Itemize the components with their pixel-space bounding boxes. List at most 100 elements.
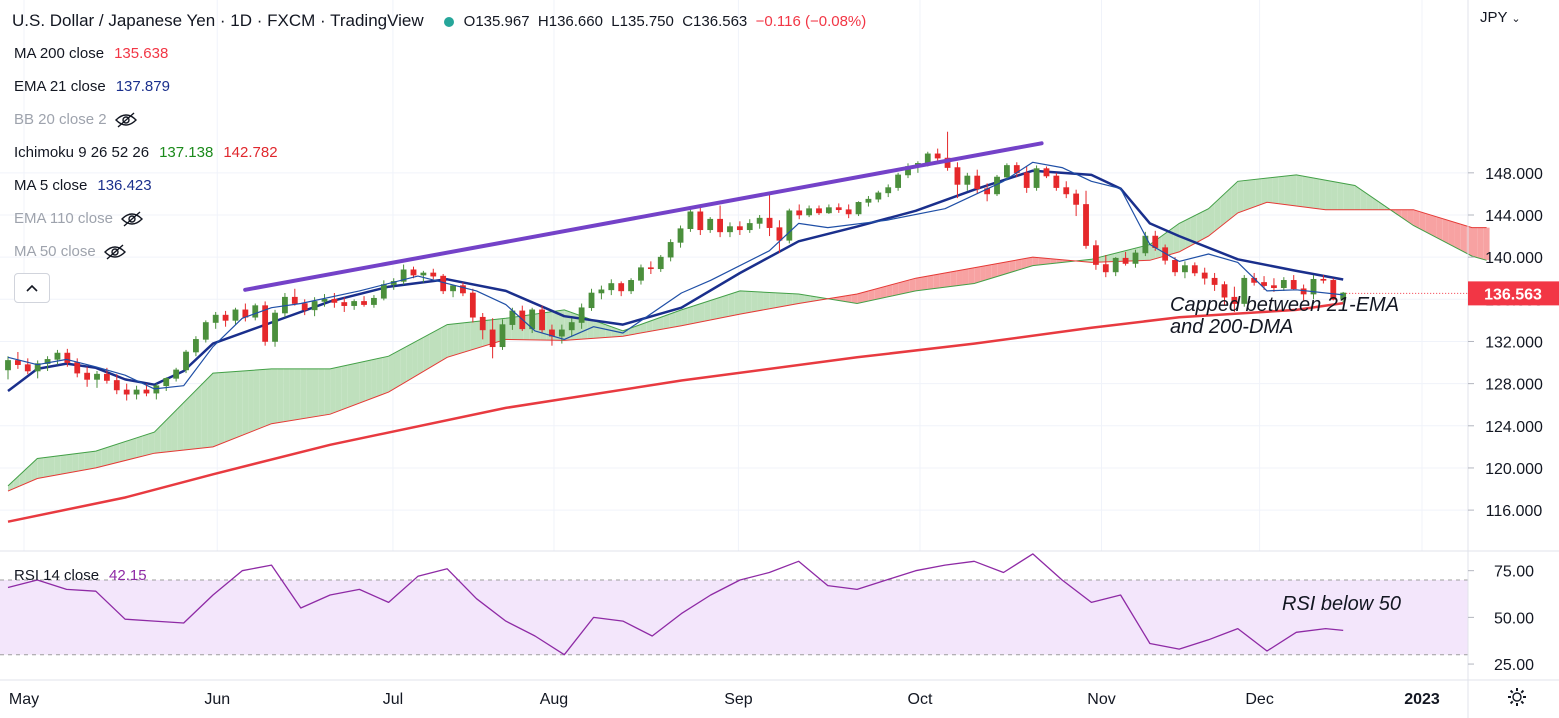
cloud-segment xyxy=(593,320,600,339)
cloud-segment xyxy=(980,265,986,282)
cloud-segment xyxy=(447,323,454,358)
cloud-segment xyxy=(740,290,746,315)
cloud-segment xyxy=(1378,201,1385,210)
cloud-segment xyxy=(224,371,231,443)
legend-value-2: 142.782 xyxy=(223,144,278,161)
candle-body xyxy=(331,299,338,303)
cloud-segment xyxy=(1278,176,1285,205)
rsi-tick-label: 75.00 xyxy=(1494,564,1534,581)
cloud-segment xyxy=(1173,223,1180,254)
cloud-segment xyxy=(775,292,781,308)
price-tick-label: 140.000 xyxy=(1485,250,1543,267)
candle-body xyxy=(697,211,704,231)
cloud-segment xyxy=(786,293,793,306)
legend-value: 137.879 xyxy=(115,78,170,95)
legend-row[interactable]: Ichimoku 9 26 52 26 137.138 142.782 xyxy=(14,144,278,161)
cloud-segment xyxy=(13,474,20,489)
candle-body xyxy=(687,211,694,229)
cloud-segment xyxy=(125,439,131,461)
legend-label: MA 200 close xyxy=(14,45,105,62)
candle-body xyxy=(1073,193,1080,205)
legend-row[interactable]: MA 5 close 136.423 xyxy=(14,177,152,194)
collapse-legend-button[interactable] xyxy=(14,273,50,303)
legend-label: Ichimoku 9 26 52 26 xyxy=(14,144,150,161)
cloud-segment xyxy=(716,296,723,319)
candle-body xyxy=(736,226,743,231)
legend-row[interactable]: BB 20 close 2 xyxy=(14,111,137,128)
cloud-segment xyxy=(324,368,331,416)
cloud-segment xyxy=(1249,179,1256,209)
annotation-rsi: RSI below 50 xyxy=(1282,593,1401,615)
candle-body xyxy=(460,285,466,294)
cloud-segment xyxy=(259,369,266,429)
cloud-segment xyxy=(201,378,208,449)
cloud-segment xyxy=(939,272,945,288)
cloud-segment xyxy=(265,368,272,427)
change-value: −0.116 (−0.08%) xyxy=(755,13,867,30)
cloud-segment xyxy=(417,337,424,375)
eye-hidden-icon[interactable] xyxy=(114,112,137,128)
cloud-segment xyxy=(1407,209,1414,226)
candle-body xyxy=(1182,265,1188,273)
cloud-segment xyxy=(37,457,44,479)
candle-body xyxy=(193,339,199,353)
price-tick-label: 144.000 xyxy=(1485,208,1543,225)
last-price-value: 136.563 xyxy=(1484,286,1542,303)
cloud-segment xyxy=(435,327,442,365)
candle-body xyxy=(558,329,565,337)
candle-body xyxy=(104,373,110,381)
candle-body xyxy=(143,389,150,394)
cloud-segment xyxy=(54,455,61,476)
cloud-segment xyxy=(634,324,641,335)
chevron-down-icon: ⌄ xyxy=(1511,13,1521,25)
cloud-segment xyxy=(1308,177,1314,209)
cloud-segment xyxy=(1472,227,1478,258)
candle-body xyxy=(845,209,852,215)
symbol-title[interactable]: U.S. Dollar / Japanese Yen · 1D · FXCM ·… xyxy=(12,11,424,30)
cloud-segment xyxy=(236,370,243,438)
candle-body xyxy=(588,292,595,309)
cloud-segment xyxy=(166,414,172,452)
symbol-header: U.S. Dollar / Japanese Yen · 1D · FXCM ·… xyxy=(12,11,866,31)
candle-body xyxy=(1221,284,1228,298)
candle-body xyxy=(153,385,160,394)
candle-body xyxy=(252,305,259,318)
cloud-segment xyxy=(312,368,319,418)
cloud-segment xyxy=(944,271,951,288)
eye-hidden-icon[interactable] xyxy=(103,244,126,260)
legend-row[interactable]: MA 50 close xyxy=(14,243,126,260)
candle-body xyxy=(885,187,892,194)
gear-icon[interactable] xyxy=(1506,686,1528,708)
candle-body xyxy=(420,272,427,276)
cloud-segment xyxy=(1477,227,1484,260)
candle-body xyxy=(578,307,585,323)
legend-row[interactable]: EMA 110 close xyxy=(14,210,143,227)
candle-body xyxy=(380,284,387,299)
eye-hidden-icon[interactable] xyxy=(120,211,143,227)
rsi-background-band xyxy=(0,579,1468,656)
rsi-legend[interactable]: RSI 14 close 42.15 xyxy=(14,567,147,584)
cloud-segment xyxy=(699,302,705,323)
legend-row[interactable]: EMA 21 close 137.879 xyxy=(14,78,170,95)
candle-body xyxy=(410,269,417,276)
legend-row[interactable]: MA 200 close 135.638 xyxy=(14,45,168,62)
candle-body xyxy=(1340,292,1347,300)
candle-body xyxy=(608,283,615,291)
cloud-segment xyxy=(599,322,606,338)
cloud-segment xyxy=(48,456,55,477)
price-tick-label: 120.000 xyxy=(1485,461,1543,478)
cloud-segment xyxy=(1226,186,1232,223)
cloud-segment xyxy=(868,289,875,301)
cloud-segment xyxy=(611,326,618,338)
cloud-segment xyxy=(72,453,79,473)
currency-selector[interactable]: JPY ⌄ xyxy=(1480,9,1521,26)
cloud-segment xyxy=(306,368,313,418)
cloud-segment xyxy=(1354,185,1361,210)
rsi-tick-label: 50.00 xyxy=(1494,610,1534,627)
candle-body xyxy=(835,207,842,211)
cloud-segment xyxy=(1425,213,1432,235)
candle-body xyxy=(1271,285,1277,289)
candle-body xyxy=(341,302,348,306)
cloud-segment xyxy=(652,318,659,331)
